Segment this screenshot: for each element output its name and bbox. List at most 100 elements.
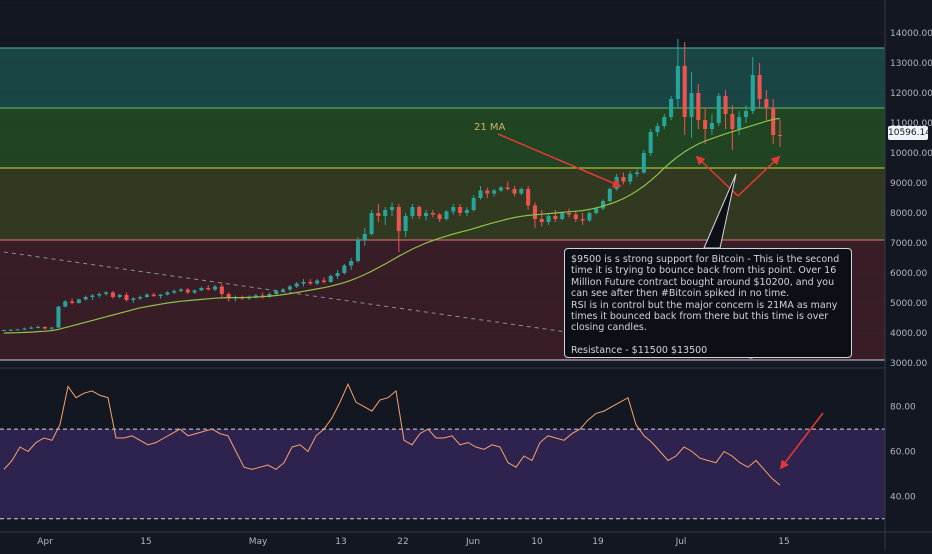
candle (206, 285, 211, 291)
candle (764, 90, 769, 120)
candle-body (49, 327, 54, 329)
candle (641, 150, 646, 174)
rsi-tick-label-1: 60.00 (890, 448, 916, 458)
candle-body (764, 99, 769, 108)
candle (478, 186, 483, 200)
candle-body (532, 205, 537, 219)
candle-body (485, 190, 490, 194)
candle-body (614, 177, 619, 189)
candle-body (682, 66, 687, 117)
candle-body (389, 207, 395, 210)
candle-body (253, 295, 258, 297)
time-tick-label-8: Jul (675, 537, 687, 547)
candle-body (281, 289, 286, 291)
price-tick-label-7: 10000.00 (890, 149, 932, 159)
trendline (3, 251, 753, 359)
candle-body (594, 208, 599, 213)
candle (165, 291, 170, 296)
candle (36, 325, 41, 329)
candle-body (451, 207, 456, 212)
price-tick-label-10: 13000.00 (890, 59, 932, 69)
candle (349, 258, 354, 270)
candle (723, 90, 728, 129)
candle-body (362, 234, 367, 240)
candle-body (600, 201, 606, 209)
time-tick-label-1: 15 (140, 537, 151, 547)
candle (492, 189, 497, 197)
candle (83, 295, 88, 301)
candle-body (709, 123, 714, 129)
candle (172, 289, 177, 294)
candle (464, 207, 469, 216)
candle-body (212, 286, 218, 290)
price-tick-label-6: 9000.00 (890, 179, 927, 189)
candle (703, 108, 708, 144)
candle-body (369, 213, 374, 234)
price-zone-0 (0, 48, 885, 108)
candle (635, 168, 640, 177)
candle (287, 285, 292, 291)
candle-body (315, 280, 320, 284)
candle-body (716, 96, 721, 123)
candle (437, 213, 442, 222)
candle-body (730, 114, 735, 129)
candle (669, 96, 674, 120)
candle (526, 186, 531, 210)
candle (566, 208, 572, 218)
candle-body (430, 213, 435, 215)
candle (212, 285, 218, 291)
candle-body (97, 294, 102, 296)
candle (355, 237, 360, 263)
candle-body (635, 172, 640, 174)
candle (22, 327, 27, 330)
candle (158, 294, 163, 299)
candle (308, 279, 313, 285)
candle (587, 211, 592, 222)
candle-body (301, 282, 306, 284)
ma-label: 21 MA (474, 122, 506, 133)
price-tick-label-9: 12000.00 (890, 89, 932, 99)
candle (199, 286, 204, 291)
candle (49, 327, 54, 330)
candle (743, 105, 748, 123)
candle-body (512, 189, 517, 194)
candle (328, 274, 333, 283)
candle-body (321, 280, 326, 282)
time-tick-label-5: Jun (465, 537, 480, 547)
candle-body (737, 117, 742, 129)
price-tick-label-8: 11000.00 (890, 119, 932, 129)
candle-body (383, 210, 388, 216)
candle-body (424, 213, 429, 216)
candle-body (144, 294, 149, 297)
candle (600, 199, 606, 210)
candle (8, 329, 13, 331)
candle-body (464, 210, 469, 213)
candle-body (696, 93, 701, 120)
candle (580, 213, 585, 225)
analysis-callout: $9500 is s strong support for Bitcoin - … (564, 248, 852, 358)
candle (498, 186, 503, 192)
price-tick-label-4: 7000.00 (890, 239, 927, 249)
rsi-band-fill (0, 429, 885, 519)
candle-body (158, 294, 163, 297)
candle-body (771, 108, 776, 135)
candle (42, 326, 47, 330)
candle (757, 63, 762, 108)
candle-body (219, 286, 224, 294)
candle (430, 210, 435, 218)
time-tick-label-2: May (249, 537, 268, 547)
candle (369, 210, 374, 236)
candle (737, 111, 742, 135)
candle-body (587, 213, 592, 221)
candle (90, 294, 95, 300)
candle-body (689, 93, 694, 117)
candle-body (498, 187, 503, 191)
price-tick-label-2: 5000.00 (890, 299, 927, 309)
candle (696, 84, 701, 129)
candle (117, 294, 122, 299)
candle (110, 291, 115, 299)
time-tick-label-9: 15 (778, 537, 789, 547)
time-tick-label-6: 10 (531, 537, 543, 547)
